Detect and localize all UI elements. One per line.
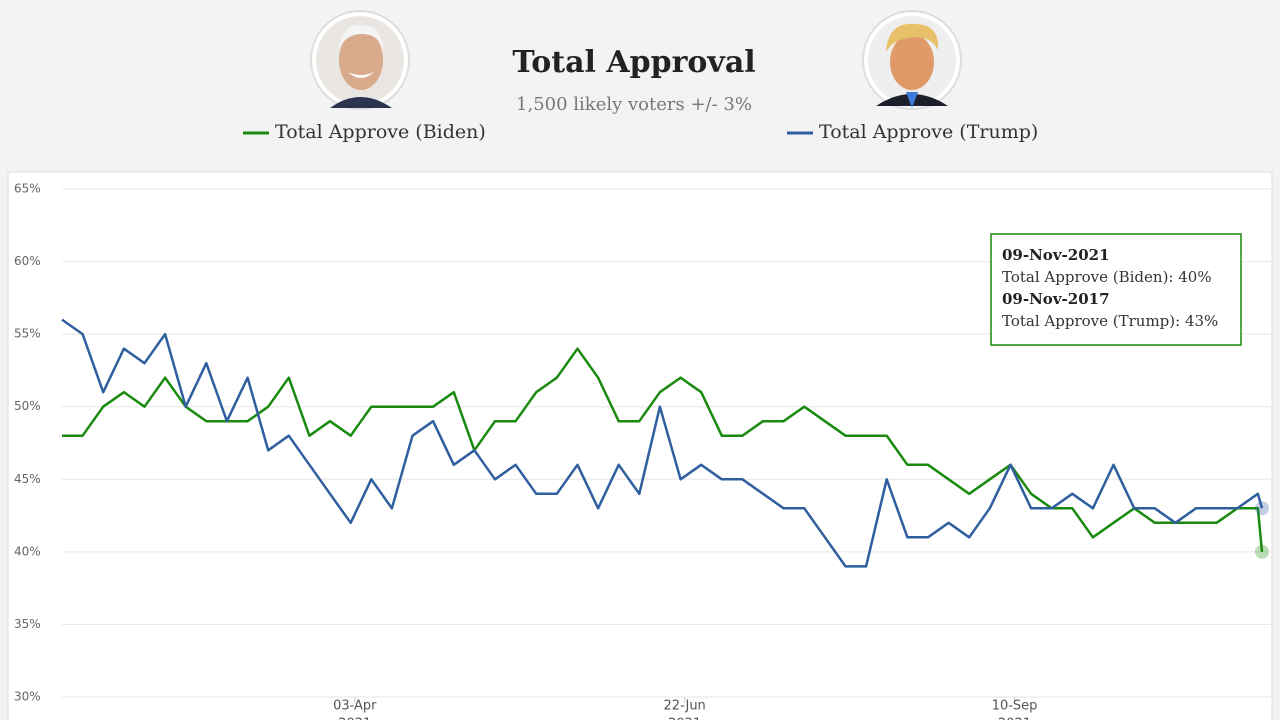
- legend-label: Total Approve (Biden): [275, 121, 486, 143]
- chart-subtitle: 1,500 likely voters +/- 3%: [516, 94, 752, 115]
- tooltip-text: Total Approve (Biden): 40%: [1002, 268, 1212, 286]
- x-tick-year: 2021: [998, 717, 1031, 720]
- x-tick-year: 2021: [668, 717, 701, 720]
- tooltip-date: 09-Nov-2021: [1002, 246, 1110, 264]
- x-tick-label: 22-Jun: [664, 699, 706, 714]
- y-tick-label: 45%: [14, 472, 41, 486]
- x-tick-label: 03-Apr: [333, 699, 377, 714]
- y-tick-label: 60%: [14, 254, 41, 268]
- x-tick-label: 10-Sep: [992, 699, 1038, 714]
- tooltip-date: 09-Nov-2017: [1002, 290, 1110, 308]
- tooltip-text: Total Approve (Trump): 43%: [1002, 312, 1218, 330]
- y-tick-label: 35%: [14, 617, 41, 631]
- y-tick-label: 50%: [14, 399, 41, 413]
- legend-label: Total Approve (Trump): [819, 121, 1038, 143]
- trump-photo: [862, 10, 962, 110]
- y-tick-label: 55%: [14, 327, 41, 341]
- chart-title: Total Approval: [512, 45, 755, 80]
- y-tick-label: 30%: [14, 690, 41, 704]
- tooltip-box: [990, 233, 1242, 346]
- y-tick-label: 65%: [14, 182, 41, 196]
- x-tick-year: 2021: [338, 717, 371, 720]
- line: [62, 347, 1264, 553]
- line: [61, 318, 1264, 568]
- y-tick-label: 40%: [14, 544, 41, 558]
- biden-photo: [310, 10, 410, 110]
- hover-point: [1255, 501, 1269, 516]
- hover-point: [1255, 544, 1269, 559]
- header-bg: [0, 0, 1280, 168]
